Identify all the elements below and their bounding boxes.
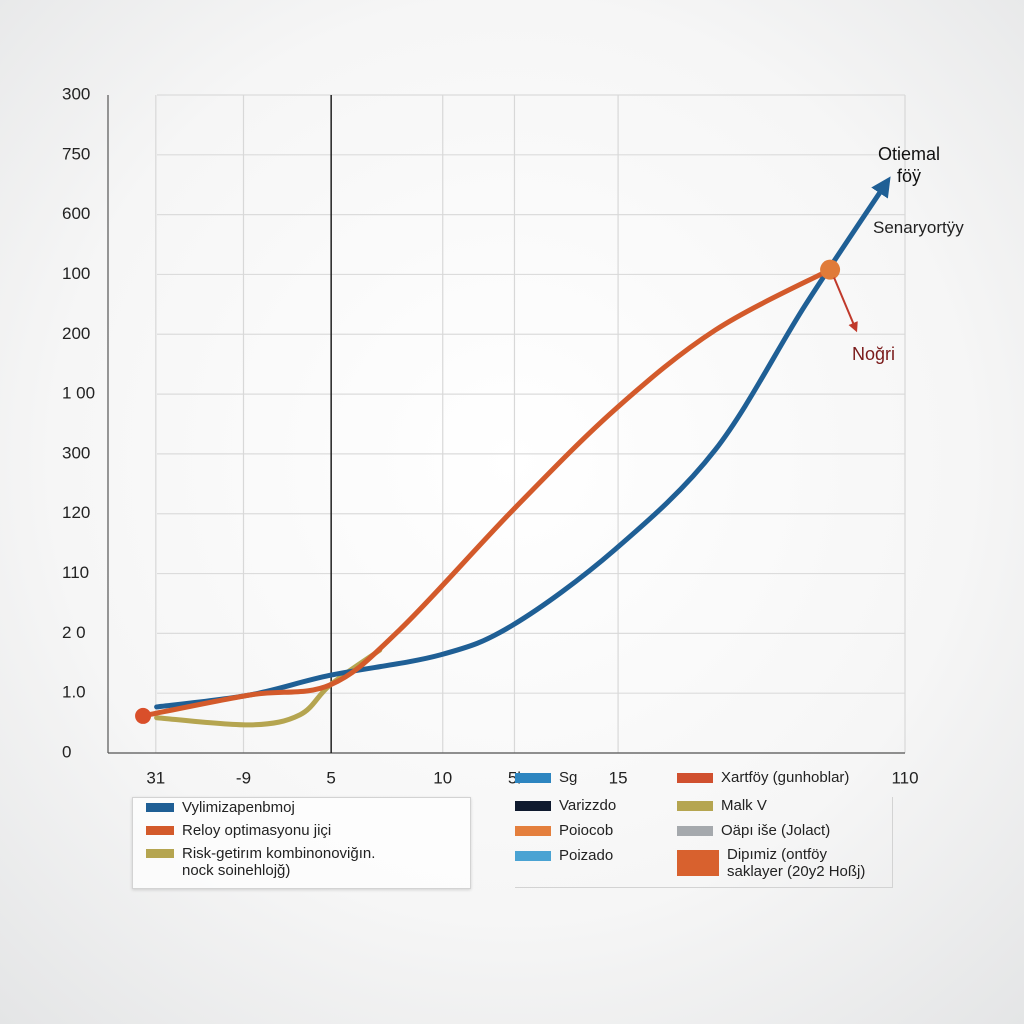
legend-swatch [146, 826, 174, 835]
annotation: Otiemal föÿ [878, 144, 941, 186]
legend-label: Reloy optimasyonu jiçi [182, 822, 332, 839]
y-tick-label: 200 [62, 324, 90, 343]
legend-swatch [515, 851, 551, 861]
x-tick-label: 110 [891, 768, 918, 787]
y-tick-label: 300 [62, 443, 90, 462]
point [820, 259, 841, 280]
legend-swatch [146, 803, 174, 812]
legend-label: Sg [559, 769, 578, 786]
legend-label: Vylimizapenbmoj [182, 799, 295, 816]
x-tick-label: 10 [433, 768, 452, 787]
legend-label: Dipımiz (ontföy saklayer (20y2 Hoßj) [727, 846, 866, 880]
legend-swatch [515, 801, 551, 811]
legend-swatch [677, 850, 719, 876]
y-tick-label: 750 [62, 144, 90, 163]
legend-label: Malk V [721, 797, 767, 814]
x-tick-label: 5 [326, 768, 335, 787]
x-tick-label: -9 [236, 768, 251, 787]
legend-label: Poizado [559, 847, 614, 864]
legend-swatch [677, 826, 713, 836]
y-tick-label: 1.0 [62, 683, 86, 702]
y-tick-label: 1 00 [62, 384, 95, 403]
annotation: Senaryortÿy [873, 218, 964, 237]
legend-box [515, 797, 893, 888]
series-line [154, 176, 891, 710]
legend-swatch [515, 826, 551, 836]
legend-swatch [146, 849, 174, 858]
annotation: Noğri [852, 344, 896, 364]
x-tick-label: 15 [609, 768, 628, 787]
y-tick-label: 120 [62, 503, 90, 522]
y-tick-label: 600 [62, 204, 90, 223]
legend-label: Varizzdo [559, 797, 617, 814]
legend-label: Xartföy (gunhoblar) [721, 769, 850, 786]
point [135, 707, 152, 724]
y-tick-label: 300 [62, 84, 90, 103]
y-tick-label: 2 0 [62, 623, 86, 642]
legend-label: Poiocob [559, 822, 614, 839]
y-tick-label: 0 [62, 742, 71, 761]
series-line [140, 267, 833, 719]
legend-swatch [677, 773, 713, 783]
series-line [154, 647, 383, 728]
legend-swatch [515, 773, 551, 783]
legend-swatch [677, 801, 713, 811]
x-tick-label: 31 [146, 768, 165, 787]
arrow [833, 277, 858, 333]
y-tick-label: 100 [62, 264, 90, 283]
legend-label: Risk-getirım kombinonoviğın. nock soineh… [182, 845, 376, 879]
legend-label: Oäpı iše (Jolact) [721, 822, 831, 839]
y-tick-label: 110 [62, 563, 89, 582]
legend-box [132, 797, 471, 889]
